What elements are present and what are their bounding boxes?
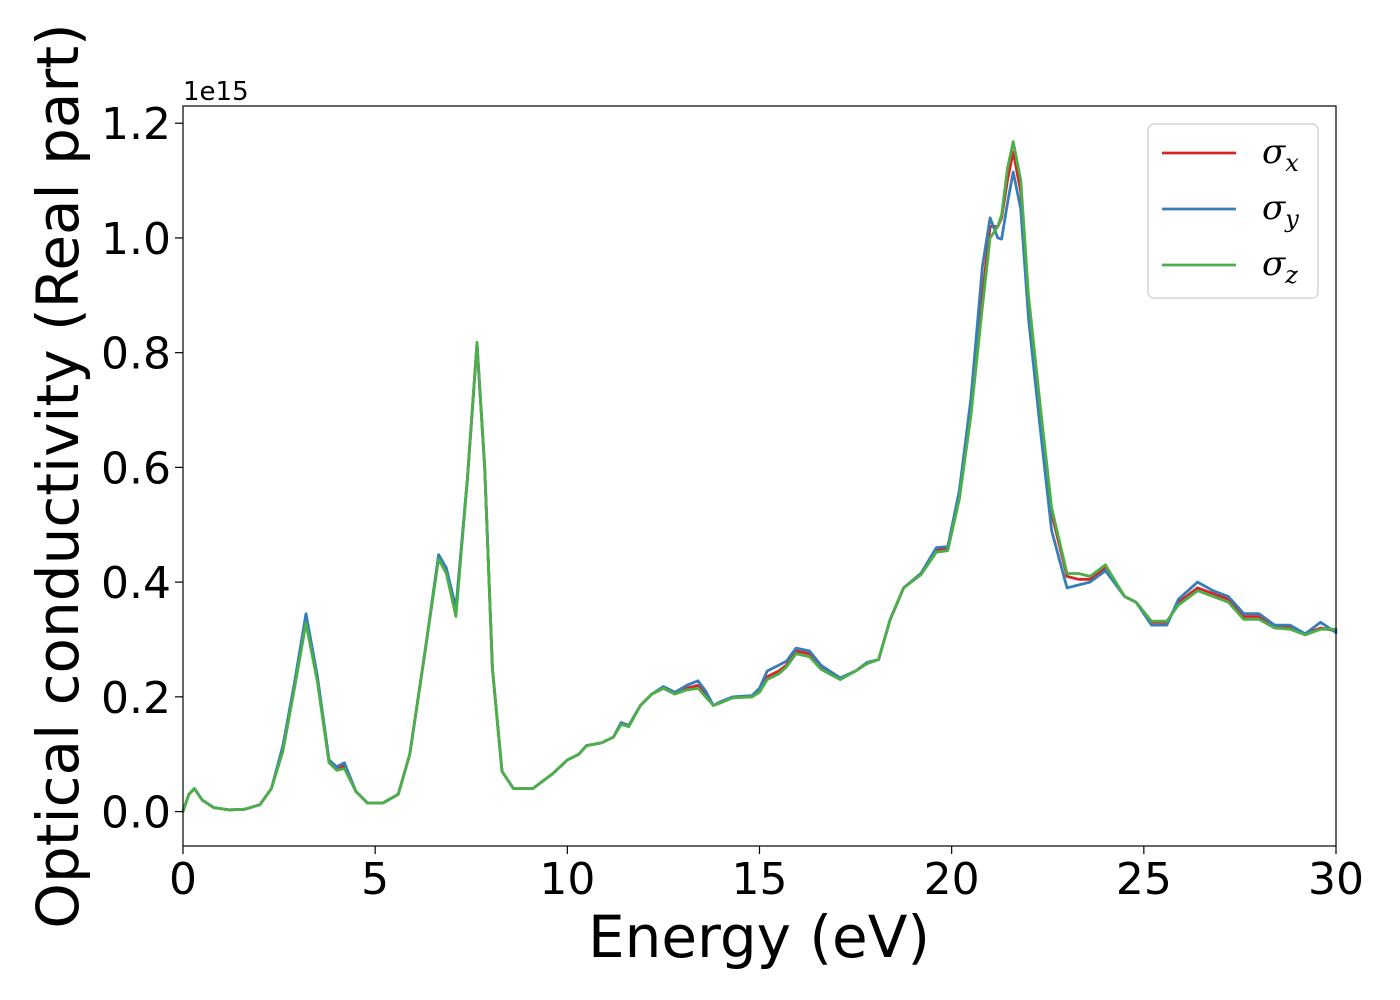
x-tick-label: 5	[361, 854, 389, 905]
x-axis-ticks: 0 5 10 15 20 25 30	[169, 846, 1364, 905]
y-tick-label: 0.6	[101, 443, 171, 494]
y-tick-label: 1.2	[101, 99, 171, 150]
y-tick-label: 1.0	[101, 214, 171, 265]
series-line-z	[181, 140, 1338, 813]
y-offset-label: 1e15	[183, 77, 249, 107]
x-axis-label: Energy (eV)	[588, 903, 930, 971]
y-axis-label: Optical conductivity (Real part)	[24, 23, 92, 928]
y-tick-label: 0.8	[101, 329, 171, 380]
x-tick-label: 15	[732, 854, 788, 905]
legend-subscript: x	[1285, 149, 1299, 177]
legend-subscript: y	[1284, 205, 1299, 233]
legend-frame	[1147, 123, 1319, 299]
x-tick-label: 30	[1308, 854, 1364, 905]
legend-subscript: z	[1284, 261, 1298, 289]
plot-area	[183, 106, 1336, 846]
y-tick-label: 0.0	[101, 788, 171, 839]
x-tick-label: 25	[1116, 854, 1172, 905]
x-tick-label: 10	[539, 854, 595, 905]
x-tick-label: 20	[924, 854, 980, 905]
x-tick-label: 0	[169, 854, 197, 905]
y-tick-label: 0.4	[101, 558, 171, 609]
y-axis-ticks: 0.0 0.2 0.4 0.6 0.8 1.0 1.2	[101, 99, 183, 839]
series-lines	[181, 140, 1338, 813]
y-tick-label: 0.2	[101, 673, 171, 724]
